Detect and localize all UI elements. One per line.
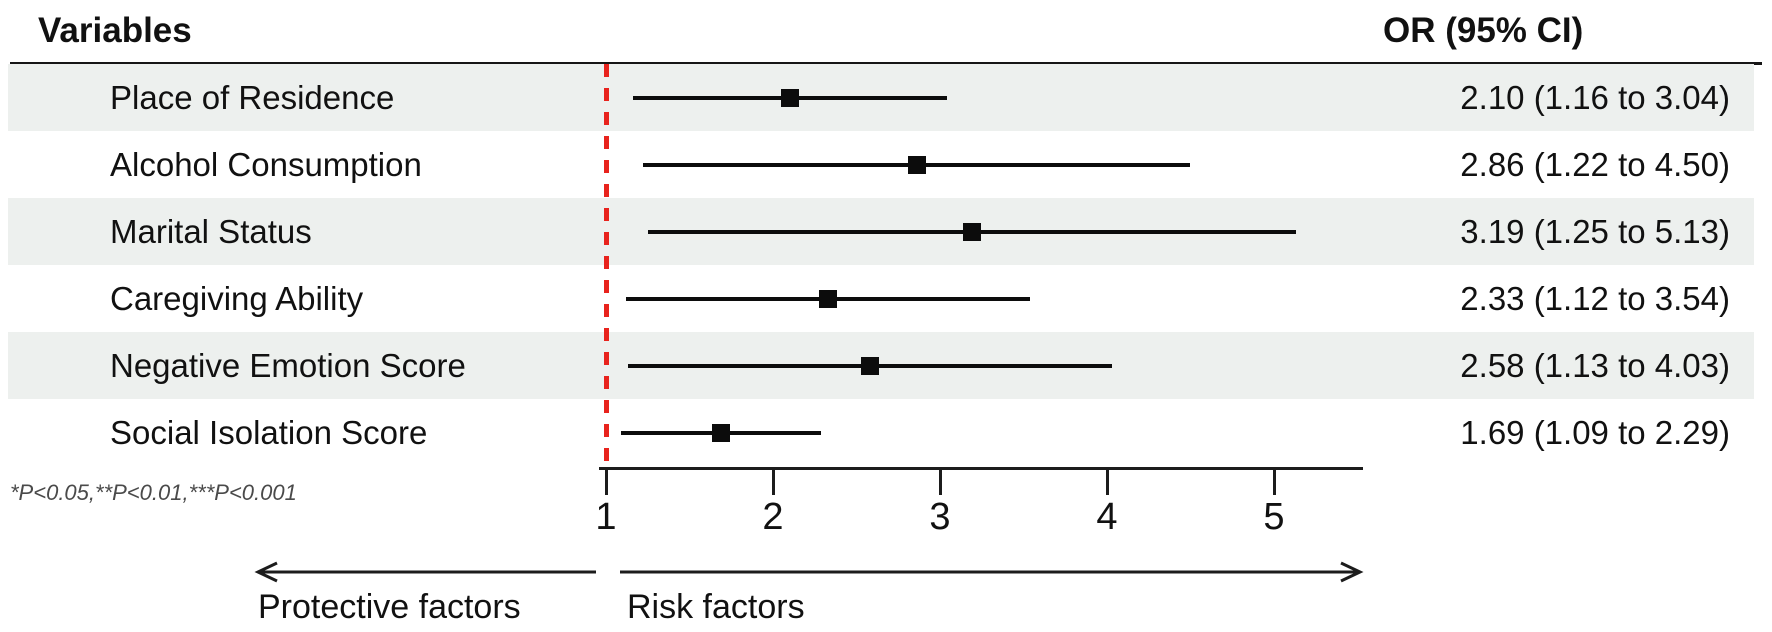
x-axis-tick: [938, 467, 942, 495]
header-rule: [10, 62, 1762, 65]
risk-factors-label: Risk factors: [627, 588, 805, 626]
x-axis-tick: [604, 467, 608, 495]
x-axis-tick: [1272, 467, 1276, 495]
x-axis-line: [599, 467, 1363, 470]
x-axis-tick-label: 5: [1263, 496, 1285, 538]
variable-label: Place of Residence: [110, 78, 395, 116]
variable-label: Alcohol Consumption: [110, 145, 422, 183]
or-ci-value: 1.69 (1.09 to 2.29): [1460, 413, 1730, 451]
or-ci-value: 2.86 (1.22 to 4.50): [1460, 145, 1730, 183]
x-axis-tick: [1105, 467, 1109, 495]
variable-label: Negative Emotion Score: [110, 346, 466, 384]
or-ci-value: 2.58 (1.13 to 4.03): [1460, 346, 1730, 384]
or-ci-value: 2.33 (1.12 to 3.54): [1460, 279, 1730, 317]
or-ci-value: 3.19 (1.25 to 5.13): [1460, 212, 1730, 250]
or-point-marker: [712, 423, 731, 442]
variable-label: Caregiving Ability: [110, 279, 364, 317]
x-axis-tick-label: 1: [595, 496, 617, 538]
variables-column-header: Variables: [38, 11, 192, 50]
x-axis-tick-label: 2: [762, 496, 784, 538]
protective-factors-label: Protective factors: [258, 588, 521, 626]
or-point-marker: [819, 289, 838, 308]
reference-line-or-1: [603, 64, 609, 467]
variable-label: Social Isolation Score: [110, 413, 428, 451]
or-ci-value: 2.10 (1.16 to 3.04): [1460, 78, 1730, 116]
or-point-marker: [962, 222, 981, 241]
or-point-marker: [780, 88, 799, 107]
variable-label: Marital Status: [110, 212, 312, 250]
right-arrow-icon: [620, 561, 1364, 583]
left-arrow-icon: [254, 561, 596, 583]
or-point-marker: [907, 155, 926, 174]
x-axis-tick-label: 3: [929, 496, 951, 538]
x-axis-tick-label: 4: [1096, 496, 1118, 538]
x-axis-tick: [771, 467, 775, 495]
significance-footnote: *P<0.05,**P<0.01,***P<0.001: [10, 480, 297, 505]
or-point-marker: [860, 356, 879, 375]
or-ci-column-header: OR (95% CI): [1383, 11, 1584, 50]
